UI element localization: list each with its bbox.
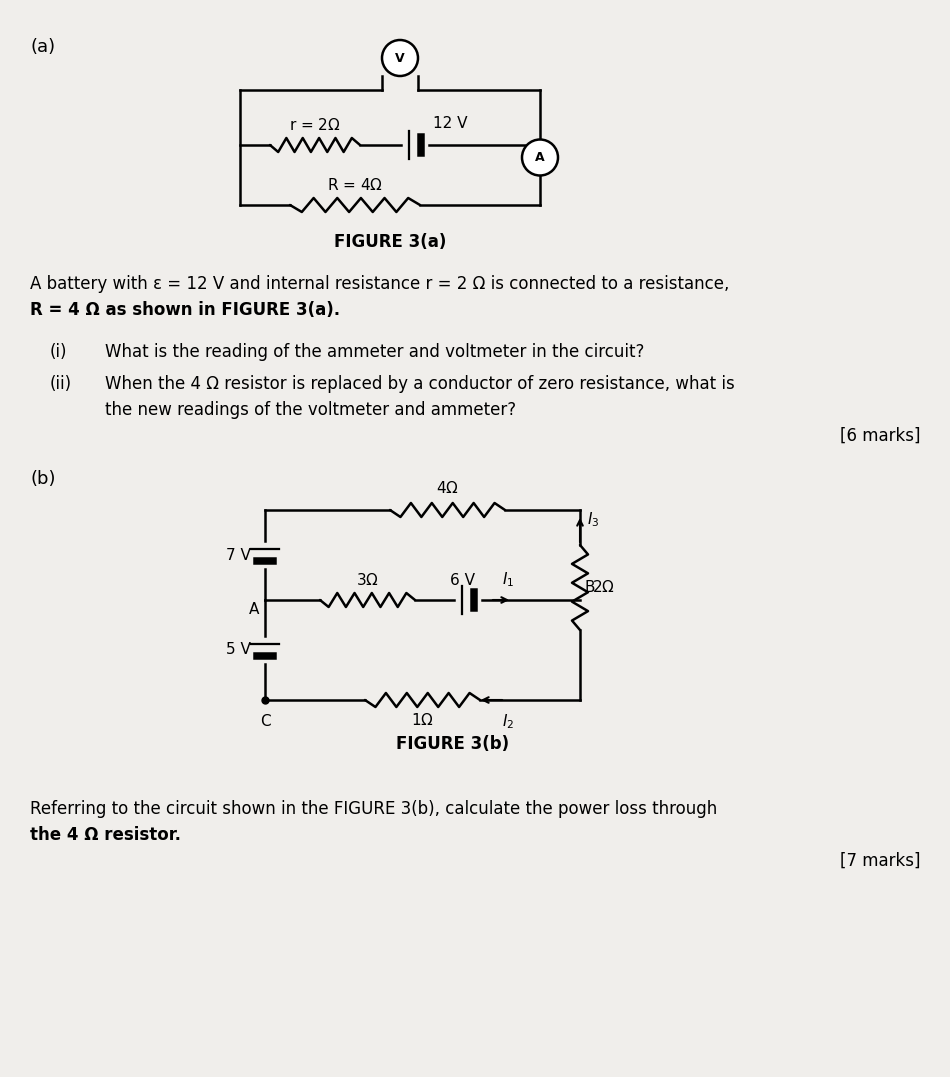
Text: 3$\Omega$: 3$\Omega$ (356, 572, 379, 588)
Text: 7 V: 7 V (226, 547, 251, 562)
Text: $I_3$: $I_3$ (587, 510, 599, 530)
Text: 12 V: 12 V (433, 116, 467, 131)
Text: 4$\Omega$: 4$\Omega$ (436, 480, 459, 496)
Text: 5 V: 5 V (226, 643, 251, 657)
Text: C: C (259, 714, 271, 729)
Text: B: B (585, 581, 596, 595)
Text: (ii): (ii) (50, 375, 72, 393)
Circle shape (382, 40, 418, 76)
Text: (i): (i) (50, 342, 67, 361)
Text: When the 4 Ω resistor is replaced by a conductor of zero resistance, what is: When the 4 Ω resistor is replaced by a c… (105, 375, 734, 393)
Text: FIGURE 3(b): FIGURE 3(b) (396, 735, 509, 753)
Text: FIGURE 3(a): FIGURE 3(a) (333, 233, 446, 251)
Text: R = 4 Ω as shown in FIGURE 3(a).: R = 4 Ω as shown in FIGURE 3(a). (30, 300, 340, 319)
Text: 6 V: 6 V (450, 573, 476, 588)
Text: r = 2$\Omega$: r = 2$\Omega$ (289, 117, 341, 132)
Text: 1$\Omega$: 1$\Omega$ (411, 712, 434, 728)
Text: 2$\Omega$: 2$\Omega$ (592, 579, 615, 596)
Text: (a): (a) (30, 38, 55, 56)
Text: the 4 Ω resistor.: the 4 Ω resistor. (30, 826, 181, 844)
Text: What is the reading of the ammeter and voltmeter in the circuit?: What is the reading of the ammeter and v… (105, 342, 644, 361)
Text: $I_1$: $I_1$ (502, 571, 514, 589)
Text: [6 marks]: [6 marks] (840, 426, 920, 445)
Text: Referring to the circuit shown in the FIGURE 3(b), calculate the power loss thro: Referring to the circuit shown in the FI… (30, 800, 717, 819)
Text: R = 4$\Omega$: R = 4$\Omega$ (327, 177, 383, 193)
Text: (b): (b) (30, 470, 55, 488)
Circle shape (522, 140, 558, 176)
Text: A: A (535, 151, 544, 164)
Text: $I_2$: $I_2$ (502, 712, 514, 730)
Text: [7 marks]: [7 marks] (840, 852, 920, 870)
Text: the new readings of the voltmeter and ammeter?: the new readings of the voltmeter and am… (105, 401, 516, 419)
Text: V: V (395, 52, 405, 65)
Text: A: A (249, 602, 259, 617)
Text: A battery with ε = 12 V and internal resistance r = 2 Ω is connected to a resist: A battery with ε = 12 V and internal res… (30, 275, 730, 293)
